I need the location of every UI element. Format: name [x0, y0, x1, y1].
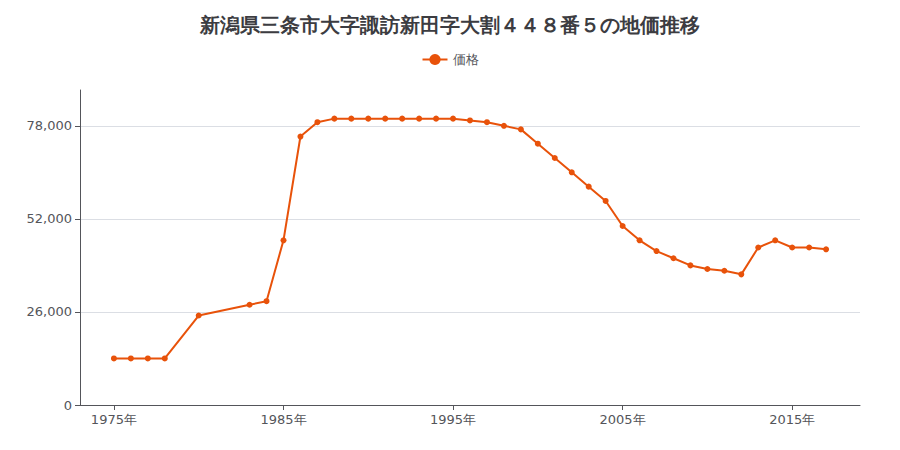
svg-text:0: 0: [64, 398, 72, 413]
svg-text:新潟県三条市大字諏訪新田字大割４４８番５の地価推移: 新潟県三条市大字諏訪新田字大割４４８番５の地価推移: [199, 13, 700, 37]
svg-text:78,000: 78,000: [27, 118, 73, 133]
svg-text:1985年: 1985年: [260, 412, 306, 427]
svg-text:1995年: 1995年: [430, 412, 476, 427]
svg-text:26,000: 26,000: [27, 304, 73, 319]
svg-text:価格: 価格: [453, 52, 479, 67]
svg-text:2015年: 2015年: [769, 412, 815, 427]
svg-text:2005年: 2005年: [600, 412, 646, 427]
svg-text:1975年: 1975年: [91, 412, 137, 427]
svg-text:52,000: 52,000: [27, 211, 73, 226]
